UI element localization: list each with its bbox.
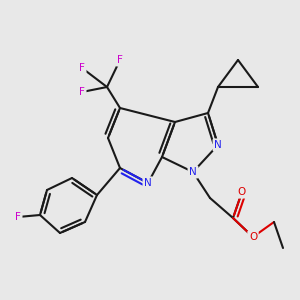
Text: F: F [117, 55, 123, 65]
Text: N: N [214, 140, 222, 150]
Text: N: N [144, 178, 152, 188]
Text: O: O [249, 232, 257, 242]
Text: N: N [189, 167, 197, 177]
Text: O: O [238, 187, 246, 197]
Text: F: F [15, 212, 21, 222]
Text: F: F [79, 63, 85, 73]
Text: F: F [79, 87, 85, 97]
